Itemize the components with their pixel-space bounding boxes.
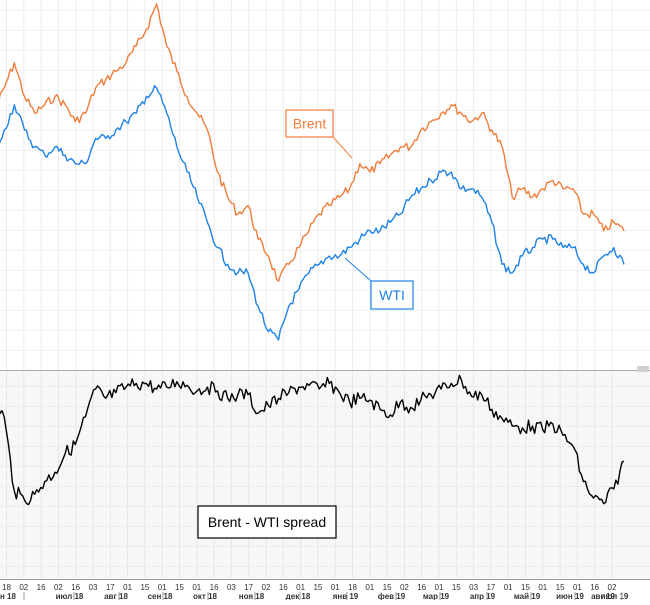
x-month-label: июл 19 (601, 592, 629, 600)
x-tick-label: 01 (192, 583, 201, 592)
x-tick-label: 15 (140, 583, 149, 592)
x-tick-label: 17 (486, 583, 495, 592)
x-tick-label: 01 (123, 583, 132, 592)
x-tick-label: 01 (435, 583, 444, 592)
x-month-label: фев 19 (378, 592, 406, 600)
x-tick-label: 02 (608, 583, 617, 592)
x-tick-label: 03 (469, 583, 478, 592)
x-tick-label: 01 (365, 583, 374, 592)
x-month-label: окт 18 (193, 592, 217, 600)
x-month-label: ноя 18 (239, 592, 265, 600)
x-tick-label: 02 (19, 583, 28, 592)
series-line-spread (0, 374, 625, 506)
x-month-label: н 18 (0, 592, 17, 600)
x-tick-label: 15 (313, 583, 322, 592)
wti-callout-leader (344, 257, 372, 282)
x-tick-label: 03 (89, 583, 98, 592)
x-tick-label: 15 (556, 583, 565, 592)
x-tick-label: 15 (383, 583, 392, 592)
spread-callout: Brent - WTI spread (197, 505, 337, 539)
x-month-label: апр 19 (470, 592, 496, 600)
spread-callout-box (197, 505, 337, 539)
brent-callout-box (285, 109, 334, 138)
x-tick-label: 17 (106, 583, 115, 592)
wti-callout: WTI (344, 257, 414, 310)
spread-label: Brent - WTI spread (208, 514, 326, 530)
series-line-wti (0, 85, 625, 341)
x-tick-label: 16 (590, 583, 599, 592)
x-month-label: янв 19 (333, 592, 359, 600)
x-tick-label: 03 (227, 583, 236, 592)
x-tick-label: 15 (175, 583, 184, 592)
x-tick-label: 01 (573, 583, 582, 592)
x-tick-label: 16 (279, 583, 288, 592)
x-month-label: сен 18 (148, 592, 173, 600)
x-tick-label: 18 (2, 583, 11, 592)
x-tick-label: 16 (417, 583, 426, 592)
brent-callout: Brent (285, 109, 353, 159)
x-tick-label: 15 (452, 583, 461, 592)
x-axis: 18 02 16 02 16 03 17 01 15 01 15 01 16 03 17 02 16 01 15 01… (0, 583, 629, 601)
series-line-brent (0, 3, 625, 282)
prices-panel-bg (0, 0, 650, 370)
splitter-handle[interactable] (637, 366, 649, 372)
x-tick-label: 18 (348, 583, 357, 592)
x-tick-label: 15 (521, 583, 530, 592)
x-tick-label: 01 (331, 583, 340, 592)
x-month-label: авг 18 (104, 592, 128, 600)
x-month-label: дек 18 (286, 592, 311, 600)
brent-label: Brent (293, 116, 327, 132)
wti-callout-box (370, 280, 414, 310)
x-tick-label: 01 (504, 583, 513, 592)
x-tick-label: 16 (210, 583, 219, 592)
x-tick-label: 02 (400, 583, 409, 592)
brent-callout-leader (332, 136, 353, 159)
x-month-label: июл 18 (56, 592, 84, 600)
x-tick-label: 02 (262, 583, 271, 592)
x-tick-label: 01 (538, 583, 547, 592)
x-month-label: май 19 (514, 592, 541, 600)
x-month-label: июн 19 (556, 592, 584, 600)
x-month-label: мар 19 (423, 592, 450, 600)
wti-label: WTI (379, 287, 405, 303)
x-tick-label: 02 (54, 583, 63, 592)
x-tick-label: 01 (158, 583, 167, 592)
gridlines (0, 0, 650, 578)
x-tick-label: 16 (71, 583, 80, 592)
x-tick-label: 01 (296, 583, 305, 592)
spread-panel-bg (0, 371, 650, 579)
x-month-label: авг 19 (591, 592, 615, 600)
series-layer (0, 3, 625, 506)
x-tick-label: 17 (244, 583, 253, 592)
x-tick-label: 16 (37, 583, 46, 592)
